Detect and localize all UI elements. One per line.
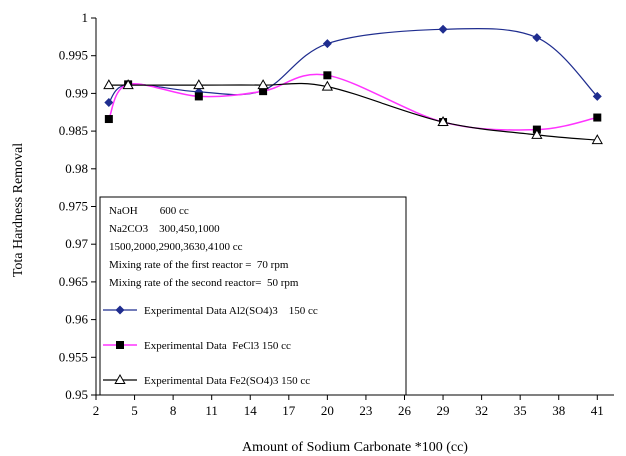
y-axis-title: Tota Hardness Removal <box>11 143 26 277</box>
legend-marker-triangle <box>114 373 126 384</box>
legend-note-naoh: NaOH 600 cc <box>109 205 189 217</box>
legend-label-al2so43: Experimental Data Al2(SO4)3 150 cc <box>144 305 318 317</box>
x-tick-label: 17 <box>282 403 296 418</box>
x-tick-label: 29 <box>437 403 450 418</box>
y-tick-label: 0.995 <box>59 48 88 63</box>
legend-label-fe2so43: Experimental Data Fe2(SO4)3 150 cc <box>144 375 310 387</box>
y-tick-label: 0.98 <box>65 161 88 176</box>
y-tick-label: 0.955 <box>59 349 88 364</box>
data-point-square <box>259 87 268 96</box>
x-tick-label: 5 <box>131 403 138 418</box>
y-tick-label: 0.95 <box>65 387 88 402</box>
data-point-square <box>593 113 602 122</box>
x-tick-label: 11 <box>205 403 218 418</box>
y-tick-label: 0.96 <box>65 312 88 327</box>
legend-note-volumes: 1500,2000,2900,3630,4100 cc <box>109 241 243 253</box>
data-point-square <box>323 71 332 80</box>
x-ticks: 2 5 8 11 14 17 20 23 26 29 32 35 38 41 <box>93 395 604 418</box>
legend-box <box>99 196 407 396</box>
y-tick-label: 0.975 <box>59 199 88 214</box>
data-point-triangle <box>591 134 603 145</box>
x-tick-label: 38 <box>552 403 565 418</box>
legend-note-second-reactor: Mixing rate of the second reactor= 50 rp… <box>109 277 299 289</box>
data-point-diamond <box>104 97 114 107</box>
data-point-triangle <box>437 116 449 127</box>
x-tick-label: 23 <box>359 403 372 418</box>
legend: NaOH 600 cc Na2CO3 300,450,1000 1500,200… <box>99 196 407 396</box>
x-tick-label: 41 <box>591 403 604 418</box>
y-tick-label: 0.99 <box>65 85 88 100</box>
data-point-triangle <box>193 79 205 90</box>
legend-note-na2co3: Na2CO3 300,450,1000 <box>109 223 220 235</box>
data-point-triangle <box>122 79 134 90</box>
y-ticks: 0.95 0.955 0.96 0.965 0.97 0.975 0.98 0.985 0.99… <box>59 10 96 402</box>
data-point-triangle <box>321 80 334 91</box>
y-tick-label: 0.97 <box>65 236 88 251</box>
data-point-square <box>104 115 113 124</box>
data-point-triangle <box>103 79 115 90</box>
series-line-3 <box>108 82 598 141</box>
series-line-1 <box>108 27 598 103</box>
data-point-triangle <box>531 128 543 139</box>
data-point-diamond <box>322 39 332 49</box>
data-point-diamond <box>438 24 448 34</box>
legend-label-fecl3: Experimental Data FeCl3 150 cc <box>144 340 291 352</box>
x-tick-label: 26 <box>398 403 412 418</box>
x-axis-title: Amount of Sodium Carbonate *100 (cc) <box>242 440 468 455</box>
y-tick-label: 1 <box>82 10 89 25</box>
x-tick-label: 8 <box>170 403 177 418</box>
data-point-diamond <box>592 91 602 101</box>
series-layer <box>103 24 603 145</box>
legend-marker-square <box>116 341 124 349</box>
y-tick-label: 0.985 <box>59 123 88 138</box>
x-tick-label: 32 <box>475 403 488 418</box>
x-tick-label: 14 <box>244 403 258 418</box>
data-point-square <box>194 92 203 101</box>
x-tick-label: 35 <box>514 403 527 418</box>
x-tick-label: 2 <box>93 403 100 418</box>
legend-note-first-reactor: Mixing rate of the first reactor = 70 rp… <box>109 259 289 271</box>
x-tick-label: 20 <box>321 403 334 418</box>
series-line-2 <box>108 73 598 131</box>
data-point-diamond <box>532 33 542 43</box>
data-point-triangle <box>257 79 269 90</box>
legend-marker-diamond <box>115 305 125 315</box>
y-tick-label: 0.965 <box>59 274 88 289</box>
